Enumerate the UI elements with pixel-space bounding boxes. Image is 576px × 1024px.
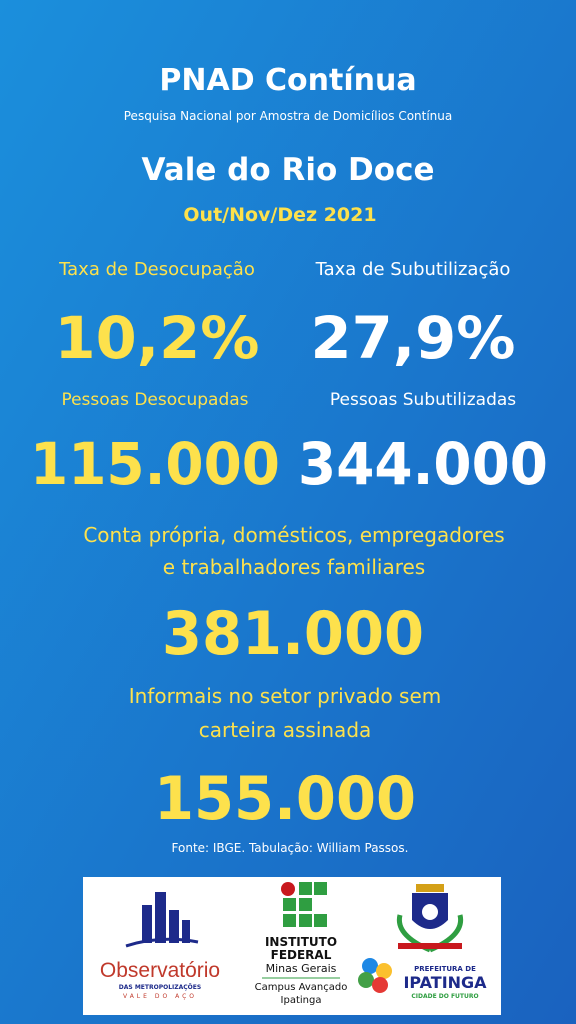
count-label: Pessoas Desocupadas [61, 390, 248, 410]
group-label: Informais no setor privado sem [129, 684, 442, 708]
period: Out/Nov/Dez 2021 [183, 204, 376, 226]
logo-text: VALE DO AÇO [123, 993, 197, 1000]
group-value: 381.000 [162, 599, 424, 669]
count-value: 115.000 [30, 430, 280, 498]
rate-label: Taxa de Desocupação [58, 259, 255, 280]
logo-panel: Observatório DAS METROPOLIZAÇÕES VALE DO… [83, 877, 501, 1015]
logo-text: IPATINGA [403, 973, 487, 992]
observatorio-logo: Observatório DAS METROPOLIZAÇÕES VALE DO… [100, 892, 220, 1000]
logo-text: INSTITUTO [265, 935, 337, 949]
logo-text: CIDADE DO FUTURO [411, 993, 478, 1000]
instituto-logo: INSTITUTO FEDERAL Minas Gerais Campus Av… [255, 882, 348, 1006]
logo-text: FEDERAL [271, 948, 332, 962]
region: Vale do Rio Doce [142, 152, 435, 188]
logo-text: Campus Avançado [255, 982, 348, 993]
count-value: 344.000 [298, 430, 548, 498]
rate-value: 10,2% [55, 304, 260, 372]
count-label: Pessoas Subutilizadas [330, 390, 516, 410]
title: PNAD Contínua [159, 63, 416, 98]
group-label: Conta própria, domésticos, empregadores [83, 523, 504, 547]
subtitle: Pesquisa Nacional por Amostra de Domicíl… [124, 109, 453, 123]
prefeitura-logo: PREFEITURA DE IPATINGA CIDADE DO FUTURO [358, 884, 487, 1000]
logo-text: Minas Gerais [266, 962, 337, 975]
group-label: e trabalhadores familiares [163, 555, 425, 579]
group-value: 155.000 [154, 764, 416, 834]
rate-value: 27,9% [311, 304, 516, 372]
logo-text: Observatório [100, 959, 220, 982]
logo-text: Ipatinga [281, 995, 322, 1006]
group-label: carteira assinada [199, 718, 372, 742]
source: Fonte: IBGE. Tabulação: William Passos. [172, 841, 409, 855]
logo-text: PREFEITURA DE [414, 965, 476, 973]
logo-text: DAS METROPOLIZAÇÕES [119, 984, 201, 991]
rate-label: Taxa de Subutilização [315, 259, 511, 280]
